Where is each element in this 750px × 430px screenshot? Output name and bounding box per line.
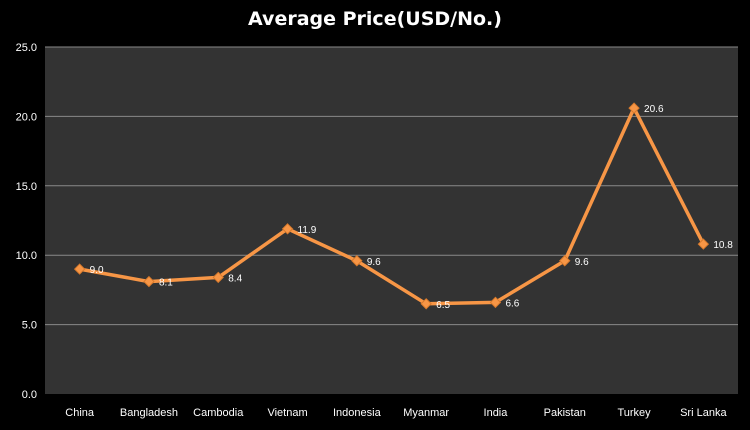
data-point [697, 238, 710, 250]
x-tick-label: Turkey [617, 407, 651, 419]
y-tick-label: 0.0 [22, 389, 37, 401]
data-point [489, 296, 502, 309]
x-tick-label: Indonesia [333, 407, 382, 419]
data-label: 9.6 [575, 257, 589, 268]
series-line [77, 106, 706, 306]
data-label: 6.6 [505, 298, 519, 309]
data-point [73, 263, 86, 275]
x-tick-label: Vietnam [267, 407, 307, 419]
data-label: 8.1 [159, 278, 173, 289]
x-tick-label: India [484, 407, 509, 419]
data-label: 11.9 [298, 225, 317, 236]
data-point [212, 271, 224, 284]
x-tick-label: Myanmar [403, 407, 449, 419]
chart-title: Average Price(USD/No.) [248, 8, 502, 30]
y-tick-label: 20.0 [16, 111, 37, 123]
y-tick-label: 10.0 [16, 250, 37, 262]
x-tick-label: Sri Lanka [680, 407, 727, 419]
data-label: 8.4 [228, 273, 242, 284]
data-label: 9.0 [90, 265, 104, 276]
y-tick-label: 25.0 [16, 42, 37, 54]
x-tick-label: China [65, 407, 95, 419]
y-tick-label: 15.0 [16, 181, 37, 193]
x-tick-label: Bangladesh [120, 407, 178, 419]
plot-area [45, 47, 738, 394]
data-point [628, 102, 640, 114]
data-point [420, 298, 432, 310]
data-point [559, 255, 571, 267]
data-point [281, 223, 294, 235]
x-tick-label: Pakistan [544, 407, 586, 419]
data-label: 6.5 [436, 300, 450, 311]
data-point [351, 255, 363, 267]
y-tick-label: 5.0 [22, 320, 37, 332]
data-label: 9.6 [367, 257, 381, 268]
data-point [143, 275, 155, 288]
data-label: 20.6 [644, 104, 664, 115]
x-tick-label: Cambodia [193, 407, 244, 419]
data-label: 10.8 [713, 240, 733, 251]
